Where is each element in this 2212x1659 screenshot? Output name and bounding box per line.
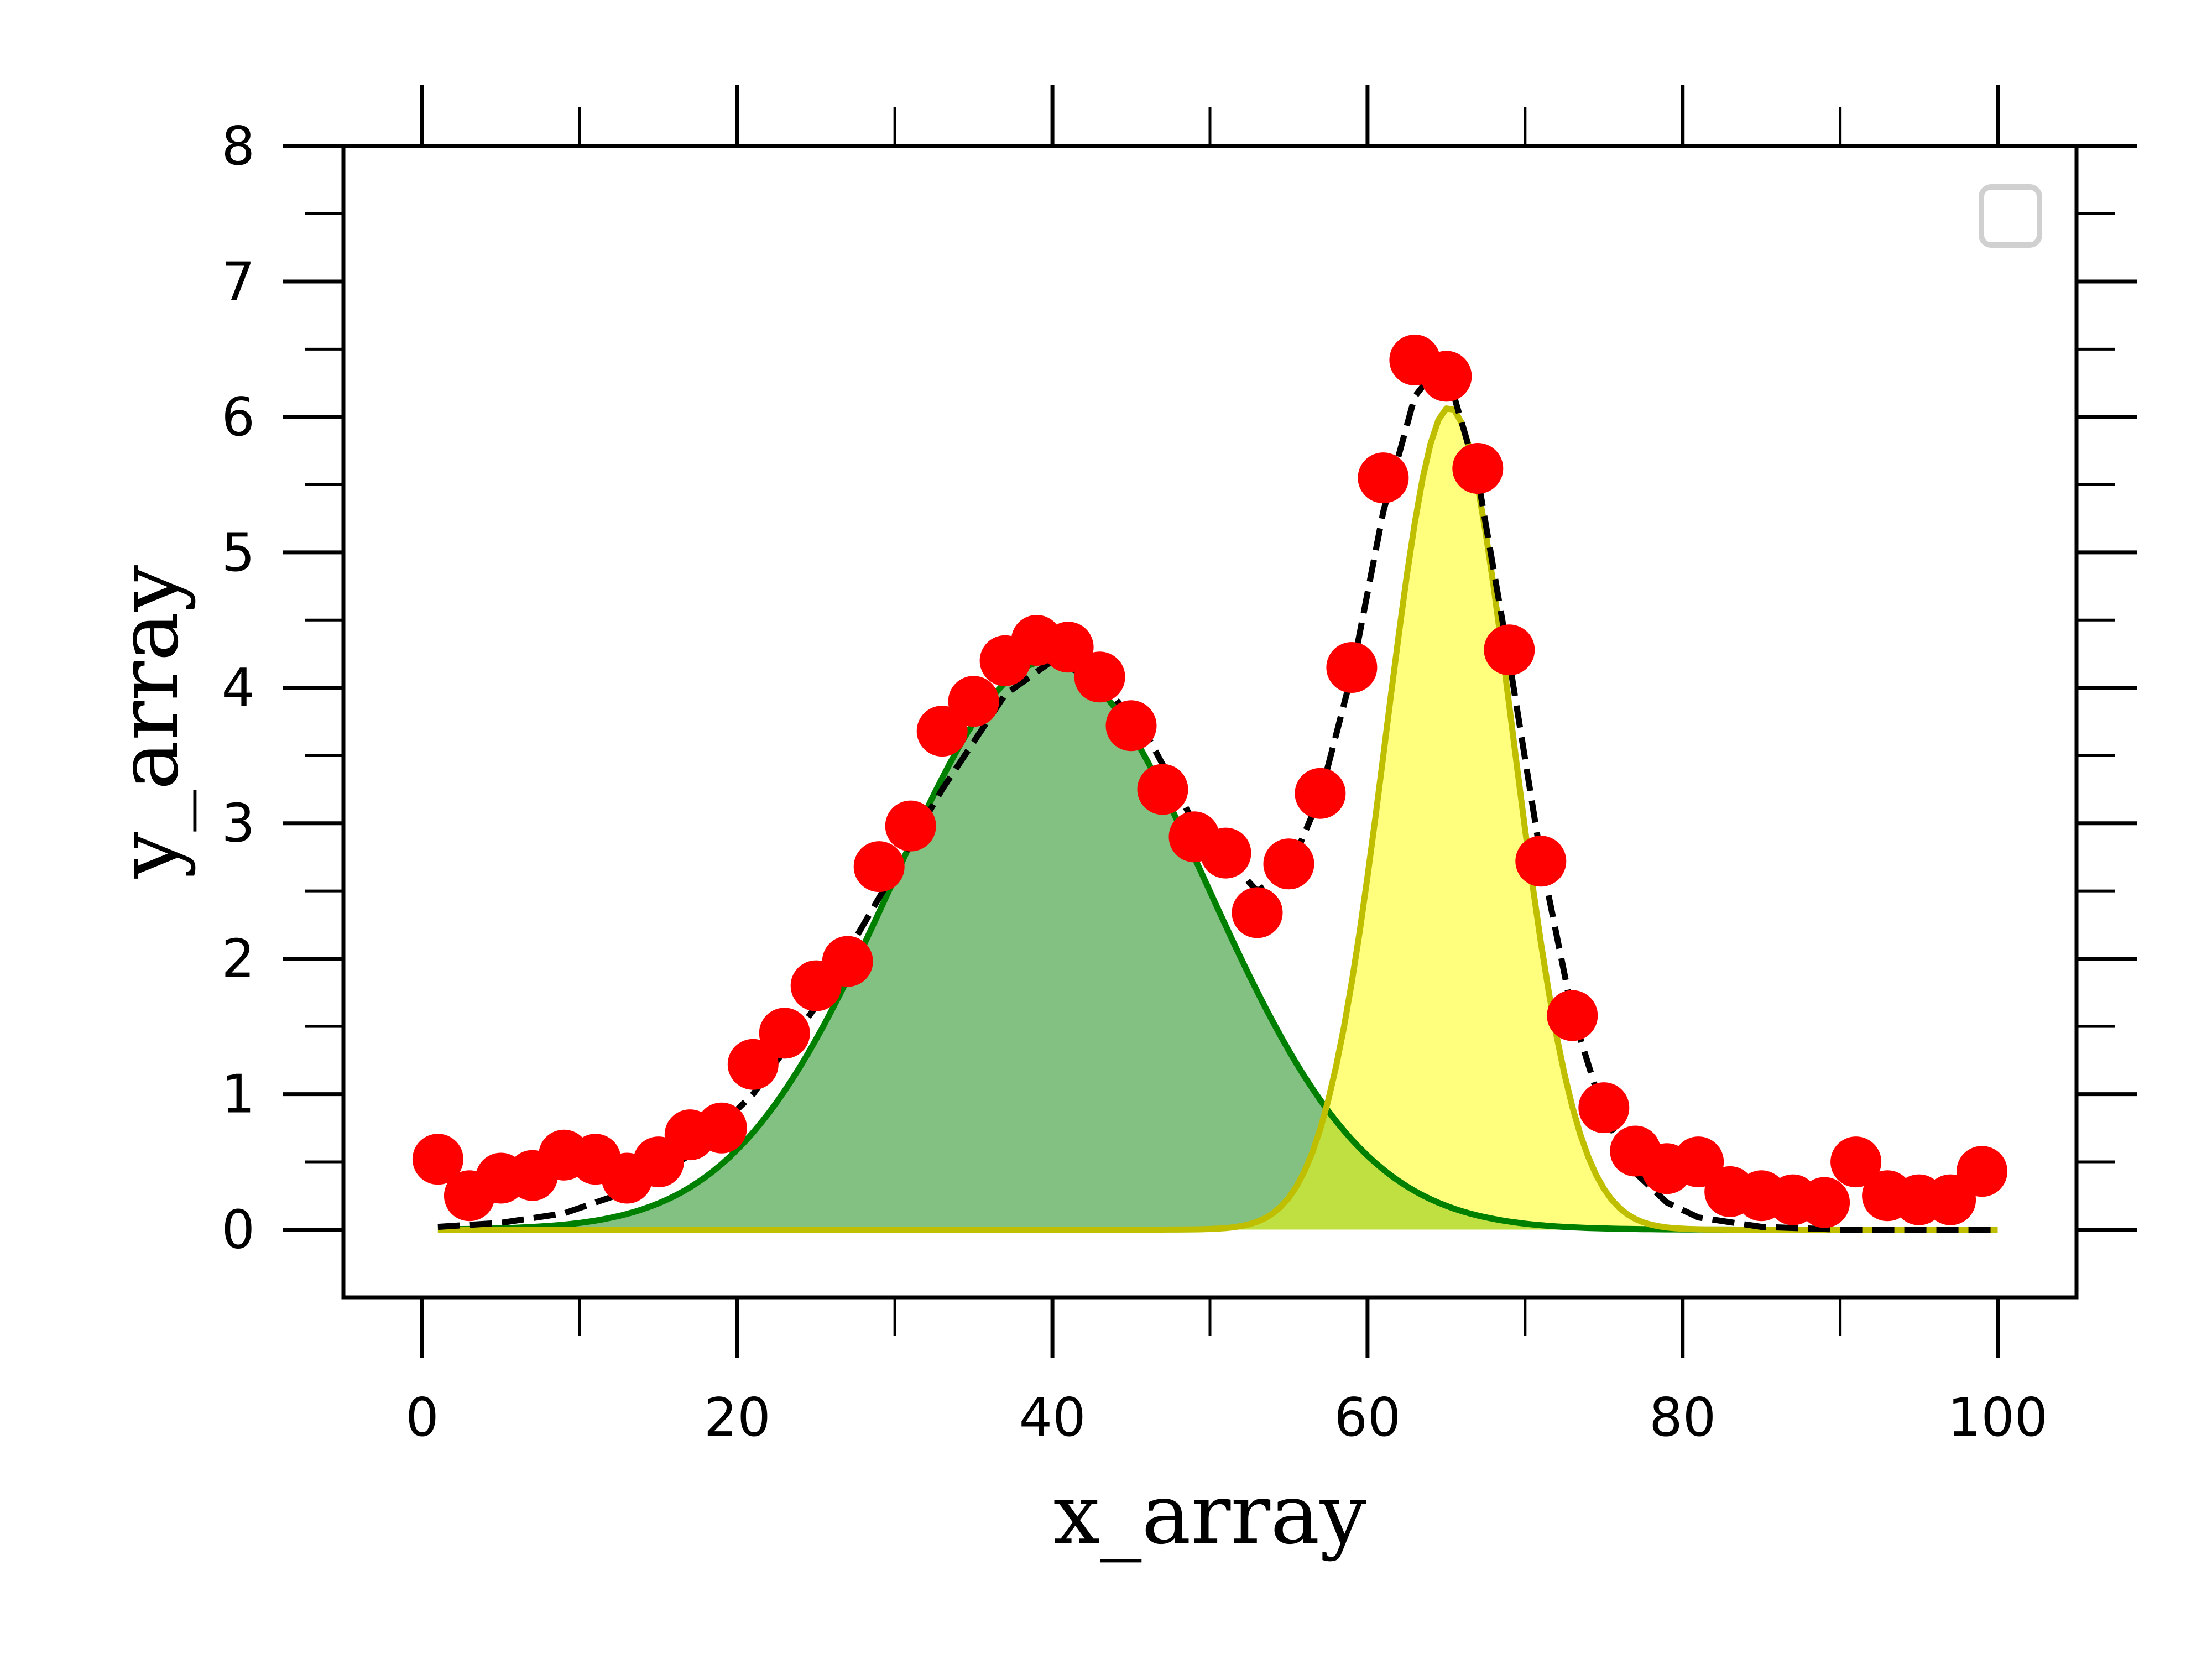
data-point: [1232, 887, 1283, 938]
x-tick-label: 20: [704, 1387, 771, 1448]
fill-layer: [437, 408, 1998, 1230]
data-point: [1547, 990, 1598, 1041]
x-tick-label: 0: [405, 1387, 439, 1448]
data-point: [727, 1039, 779, 1090]
data-point: [1515, 836, 1567, 887]
legend-box: [1979, 184, 2042, 248]
data-point: [1358, 452, 1409, 504]
y-tick-label: 4: [222, 658, 255, 719]
tick-label-layer: 0 20 40 60 80 100 0 1 2 3 4 5 6 7 8: [222, 116, 2048, 1448]
x-tick-label: 40: [1019, 1387, 1086, 1448]
y-tick-label: 6: [222, 387, 255, 448]
data-point: [1484, 624, 1535, 676]
y-tick-label: 5: [222, 523, 255, 583]
peak-line-2: [437, 405, 1998, 1233]
data-point: [696, 1102, 747, 1154]
data-point: [759, 1008, 810, 1059]
y-tick-label: 8: [222, 116, 255, 177]
data-point: [1452, 443, 1504, 494]
data-point: [1326, 642, 1378, 693]
data-point: [822, 936, 873, 987]
data-point: [1074, 651, 1125, 703]
y-tick-label: 7: [222, 252, 255, 312]
y-tick-label: 3: [222, 794, 255, 854]
data-point: [853, 841, 905, 893]
data-point: [1137, 764, 1188, 815]
data-point: [1799, 1177, 1850, 1228]
data-point: [1830, 1136, 1882, 1188]
y-tick-label: 0: [222, 1200, 255, 1261]
scatter-layer: [412, 335, 2008, 1228]
data-point: [1421, 351, 1472, 402]
y-axis-label: y_array: [101, 565, 197, 879]
y-tick-label: 1: [222, 1065, 255, 1125]
peak-fill-1: [437, 661, 1998, 1230]
data-point: [1263, 838, 1314, 890]
x-tick-label: 100: [1948, 1387, 2048, 1448]
x-tick-label: 60: [1334, 1387, 1401, 1448]
y-tick-label: 2: [222, 929, 255, 990]
data-point: [1105, 700, 1157, 752]
data-point: [1957, 1146, 2008, 1197]
tick-layer: [283, 85, 2137, 1358]
x-axis-label: x_array: [1053, 1467, 1367, 1563]
data-point: [412, 1134, 463, 1185]
data-point: [1578, 1082, 1630, 1134]
data-point: [1200, 827, 1251, 879]
data-point: [1295, 768, 1346, 819]
data-point: [885, 800, 936, 852]
data-point: [948, 676, 999, 727]
x-tick-label: 80: [1649, 1387, 1716, 1448]
